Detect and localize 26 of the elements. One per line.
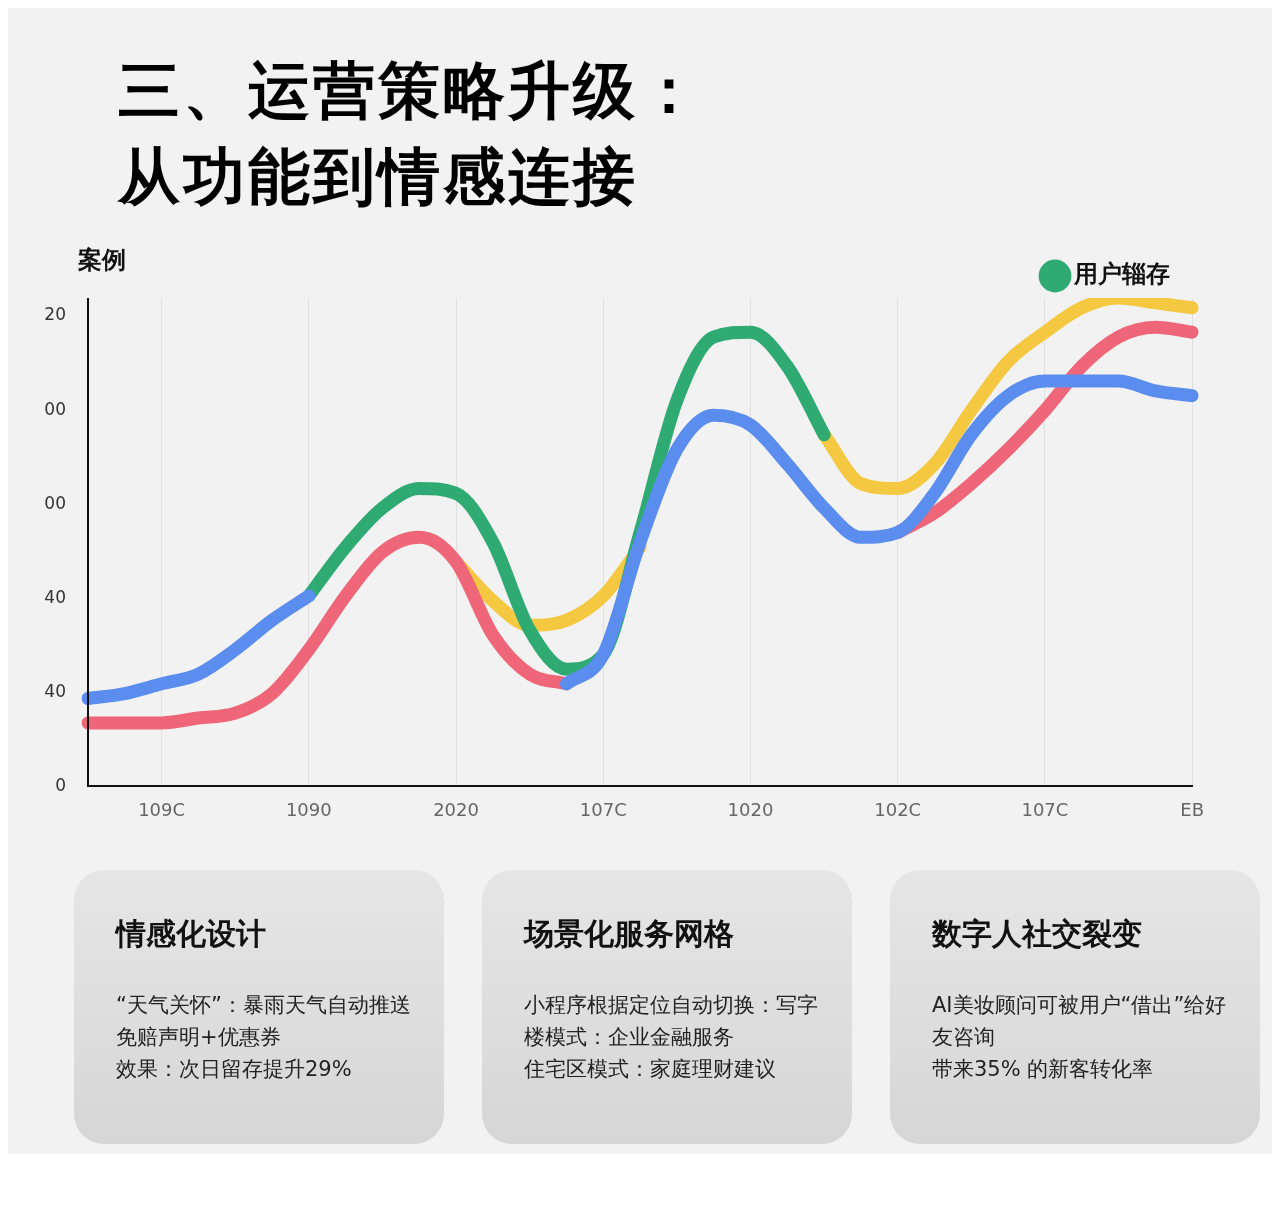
text: 0: [55, 774, 66, 795]
x-tick-label: 107C: [1021, 798, 1069, 820]
text: 00: [44, 398, 66, 419]
text: 场景化服务网格: [524, 915, 735, 953]
text: 小程序根据定位自动切换：写字楼模式：企业金融服务: [524, 992, 819, 1051]
x-tick-label: 107C: [579, 798, 627, 820]
x-tick-label: 1090: [285, 798, 332, 820]
text: AI美妆顾问可被用户“借出”给好友咨询: [932, 992, 1228, 1051]
text: 带来35% 的新客转化率: [932, 1056, 1155, 1083]
y-axis-title: 案例: [77, 246, 126, 275]
text: “天气关怀”：暴雨天气自动推送免赔声明+优惠券: [116, 992, 412, 1051]
chart-title: 三、运营策略升级：从功能到情感连接: [116, 53, 704, 215]
x-tick-label: 1020: [727, 798, 774, 820]
x-tick-label: 102C: [874, 798, 922, 820]
x-tick-label: 2020: [433, 798, 479, 820]
text: 40: [44, 586, 66, 607]
x-tick-label: EB: [1180, 798, 1205, 820]
text: 情感化设计: [116, 915, 267, 953]
text: 20: [44, 304, 66, 325]
x-tick-label: 109C: [138, 798, 186, 820]
text: 数字人社交裂变: [932, 915, 1143, 953]
text: 00: [44, 492, 66, 513]
text: 效果：次日留存提升29%: [116, 1056, 353, 1083]
text: 40: [44, 680, 66, 701]
text: 住宅区模式：家庭理财建议: [524, 1056, 777, 1083]
legend-label: 用户辎存: [1073, 260, 1170, 289]
